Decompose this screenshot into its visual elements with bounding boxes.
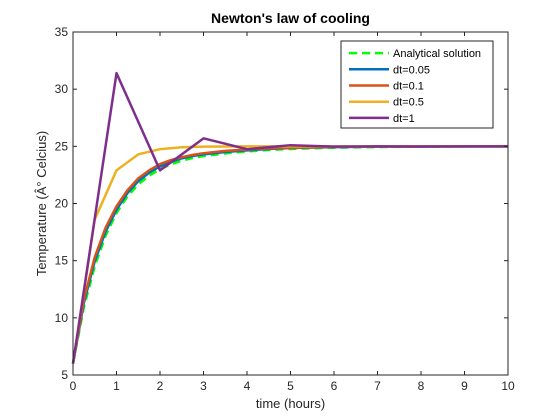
legend-label: dt=0.05 bbox=[393, 64, 430, 76]
x-tick-label: 3 bbox=[200, 379, 207, 393]
chart-title: Newton's law of cooling bbox=[211, 10, 370, 26]
x-tick-label: 8 bbox=[418, 379, 425, 393]
x-tick-label: 9 bbox=[461, 379, 468, 393]
x-axis-title: time (hours) bbox=[256, 396, 325, 411]
x-tick-label: 10 bbox=[501, 379, 515, 393]
legend-label: Analytical solution bbox=[393, 48, 481, 60]
legend-label: dt=0.5 bbox=[393, 97, 424, 109]
y-tick-label: 20 bbox=[55, 197, 69, 211]
x-tick-label: 4 bbox=[244, 379, 251, 393]
legend: Analytical solution dt=0.05 dt=0.1 dt=0.5 dt… bbox=[341, 41, 493, 128]
y-axis-title: Temperature (Â° Celcius) bbox=[34, 131, 49, 276]
y-tick-label: 35 bbox=[55, 25, 69, 39]
y-tick-label: 10 bbox=[55, 311, 69, 325]
x-tick-label: 1 bbox=[113, 379, 120, 393]
y-tick-label: 15 bbox=[55, 254, 69, 268]
y-tick-label: 5 bbox=[61, 368, 68, 382]
legend-label: dt=1 bbox=[393, 113, 415, 125]
legend-label: dt=0.1 bbox=[393, 81, 424, 93]
x-tick-label: 5 bbox=[287, 379, 294, 393]
x-tick-label: 0 bbox=[70, 379, 77, 393]
x-tick-label: 7 bbox=[374, 379, 381, 393]
x-tick-label: 2 bbox=[157, 379, 164, 393]
x-tick-label: 6 bbox=[331, 379, 338, 393]
y-tick-label: 25 bbox=[55, 139, 69, 153]
y-tick-label: 30 bbox=[55, 82, 69, 96]
